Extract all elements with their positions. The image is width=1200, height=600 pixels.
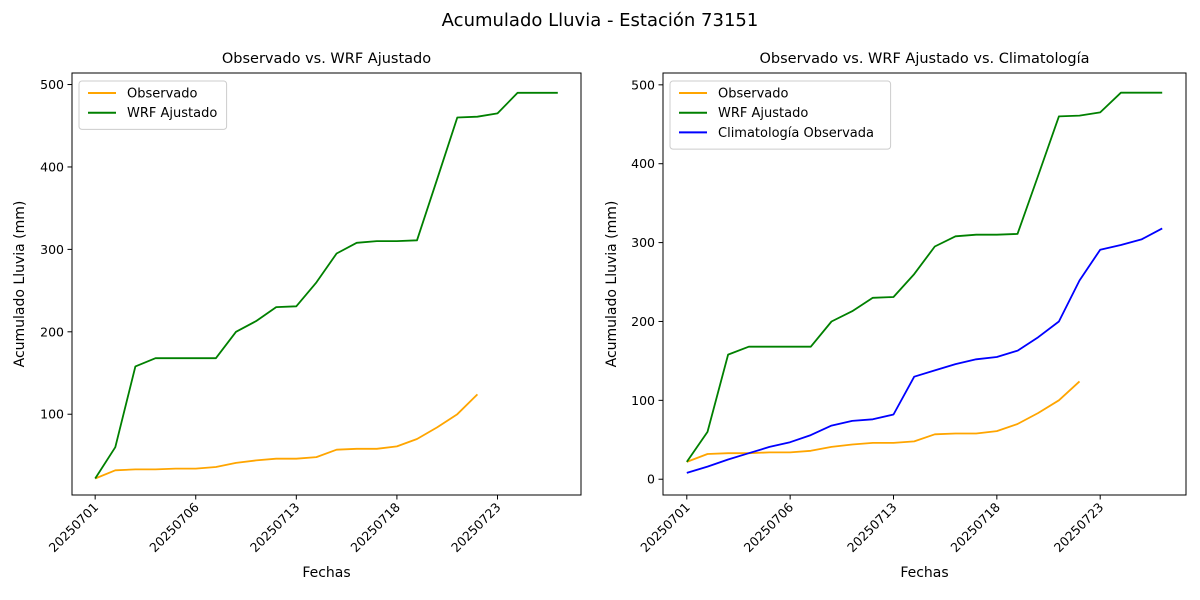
x-tick-label: 20250723 [1051, 500, 1107, 556]
x-tick-label: 20250706 [741, 499, 797, 555]
series-line-wrf-ajustado [686, 91, 1163, 463]
legend-box [669, 80, 892, 150]
y-tick-label: 300 [631, 235, 655, 250]
left-subplot-title: Observado vs. WRF Ajustado [221, 51, 432, 67]
y-tick-label: 100 [40, 407, 64, 422]
x-tick-label: 20250723 [448, 500, 504, 556]
right-x-axis-label: Fechas [900, 565, 949, 581]
y-tick-label: 300 [40, 242, 64, 257]
legend-label: Climatología Observada [718, 126, 874, 141]
legend: Observado WRF Ajustado [78, 80, 228, 130]
legend-label: WRF Ajustado [127, 106, 217, 121]
legend-label: Observado [127, 87, 198, 102]
subplot-0: 20250701 20250706 20250713 20250718 20250723… [40, 72, 582, 556]
series-line-wrf-ajustado [94, 91, 558, 479]
series-line-climatolog-a-observada [686, 227, 1163, 474]
x-tick-label: 20250701 [637, 500, 693, 556]
y-tick-label: 400 [631, 156, 655, 171]
series-line-observado [686, 380, 1081, 463]
legend-label: Observado [718, 87, 789, 102]
x-tick-label: 20250718 [947, 499, 1003, 555]
x-tick-label: 20250706 [146, 499, 202, 555]
y-tick-label: 500 [631, 77, 655, 92]
y-tick-label: 400 [40, 159, 64, 174]
right-subplot-title: Observado vs. WRF Ajustado vs. Climatolo… [759, 51, 1090, 67]
series-line-observado [94, 393, 479, 480]
x-tick-label: 20250713 [844, 500, 900, 556]
y-tick-label: 200 [40, 324, 64, 339]
axes-frame [662, 72, 1187, 496]
y-tick-label: 500 [40, 77, 64, 92]
subplot-1: 20250701 20250706 20250713 20250718 20250723… [631, 72, 1187, 556]
y-tick-label: 200 [631, 314, 655, 329]
x-tick-label: 20250701 [46, 500, 102, 556]
axes-frame [71, 72, 582, 496]
y-tick-label: 100 [631, 393, 655, 408]
legend-label: WRF Ajustado [718, 106, 808, 121]
legend: Observado WRF Ajustado Climatología Observ… [669, 80, 892, 150]
left-x-axis-label: Fechas [302, 565, 351, 581]
figure-title: Acumulado Lluvia - Estación 73151 [441, 10, 759, 31]
y-tick-label: 0 [647, 472, 655, 487]
x-tick-label: 20250718 [347, 499, 403, 555]
x-tick-label: 20250713 [247, 500, 303, 556]
